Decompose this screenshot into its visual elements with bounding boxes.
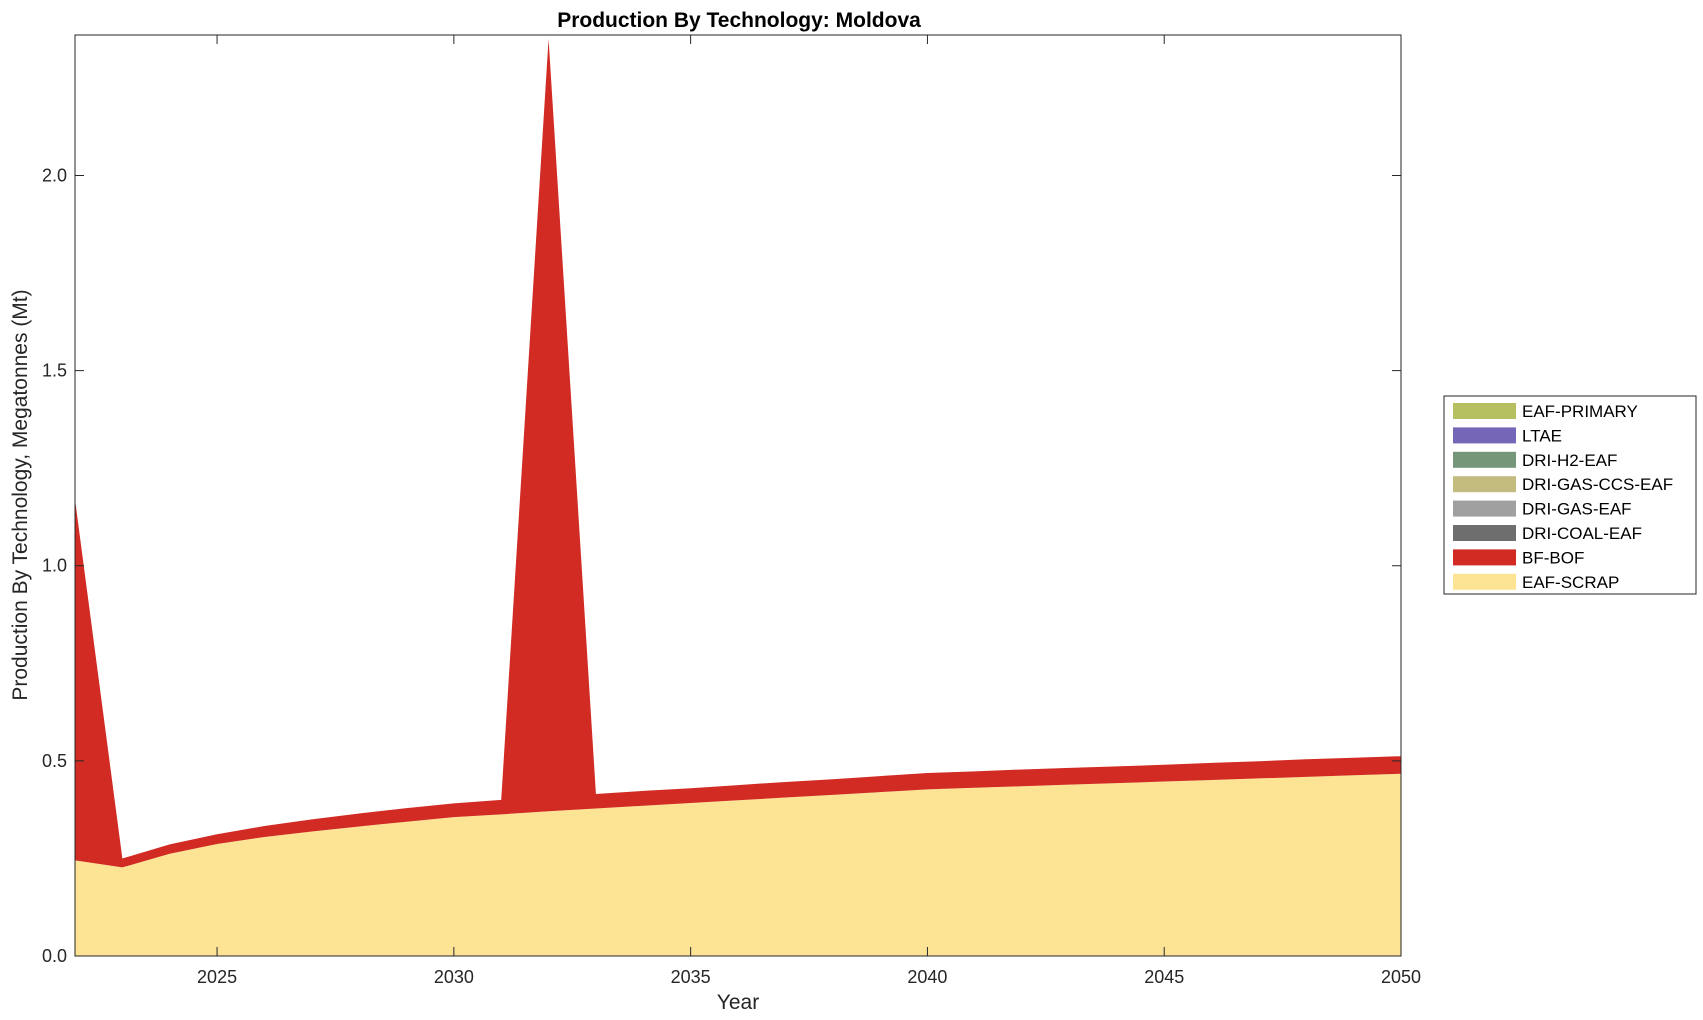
y-tick-label: 0.0 <box>42 946 67 966</box>
y-tick-label: 1.5 <box>42 361 67 381</box>
legend-label-dri-gas-eaf: DRI-GAS-EAF <box>1522 500 1632 519</box>
x-axis: 2025 2030 2035 2040 2045 2050 <box>197 35 1421 987</box>
legend: EAF-PRIMARY LTAE DRI-H2-EAF DRI-GAS-CCS-EAF… <box>1443 395 1697 595</box>
legend-swatch-dri-gas-ccs-eaf <box>1453 476 1516 493</box>
legend-swatch-eaf-primary <box>1453 403 1516 419</box>
x-tick-label: 2030 <box>434 967 474 987</box>
legend-label-ltae: LTAE <box>1522 426 1562 445</box>
y-tick-label: 0.5 <box>42 751 67 771</box>
legend-swatch-ltae <box>1453 427 1516 444</box>
x-tick-label: 2040 <box>907 967 947 987</box>
y-axis: 0.0 0.5 1.0 1.5 2.0 <box>42 165 1401 966</box>
y-axis-label: Production By Technology, Megatonnes (Mt… <box>9 289 32 700</box>
area-eaf-primary <box>75 38 1401 859</box>
legend-swatch-bf-bof <box>1453 549 1516 566</box>
area-eaf-scrap <box>75 773 1401 956</box>
x-tick-label: 2025 <box>197 967 237 987</box>
legend-label-dri-h2-eaf: DRI-H2-EAF <box>1522 451 1617 470</box>
legend-label-bf-bof: BF-BOF <box>1522 548 1584 567</box>
legend-swatch-dri-h2-eaf <box>1453 451 1516 468</box>
plot-frame <box>74 34 1402 957</box>
area-dri-h2-eaf <box>75 38 1401 859</box>
y-tick-label: 2.0 <box>42 165 67 185</box>
x-tick-label: 2050 <box>1381 967 1421 987</box>
x-axis-label: Year <box>717 991 759 1014</box>
legend-swatch-eaf-scrap <box>1453 573 1516 590</box>
area-ltae <box>75 38 1401 859</box>
area-dri-coal-eaf <box>75 38 1401 859</box>
area-bf-bof <box>75 38 1401 868</box>
x-tick-label: 2035 <box>671 967 711 987</box>
legend-label-dri-coal-eaf: DRI-COAL-EAF <box>1522 524 1642 543</box>
chart-title: Production By Technology: Moldova <box>557 9 921 32</box>
legend-swatch-dri-gas-eaf <box>1453 500 1516 517</box>
area-dri-gas-ccs-eaf <box>75 38 1401 859</box>
legend-label-eaf-primary: EAF-PRIMARY <box>1522 402 1638 421</box>
legend-label-dri-gas-ccs-eaf: DRI-GAS-CCS-EAF <box>1522 475 1673 494</box>
legend-swatch-dri-coal-eaf <box>1453 525 1516 541</box>
area-dri-gas-eaf <box>75 38 1401 859</box>
x-tick-label: 2045 <box>1144 967 1184 987</box>
y-tick-label: 1.0 <box>42 556 67 576</box>
legend-label-eaf-scrap: EAF-SCRAP <box>1522 573 1619 592</box>
area-series-group <box>75 38 1401 956</box>
